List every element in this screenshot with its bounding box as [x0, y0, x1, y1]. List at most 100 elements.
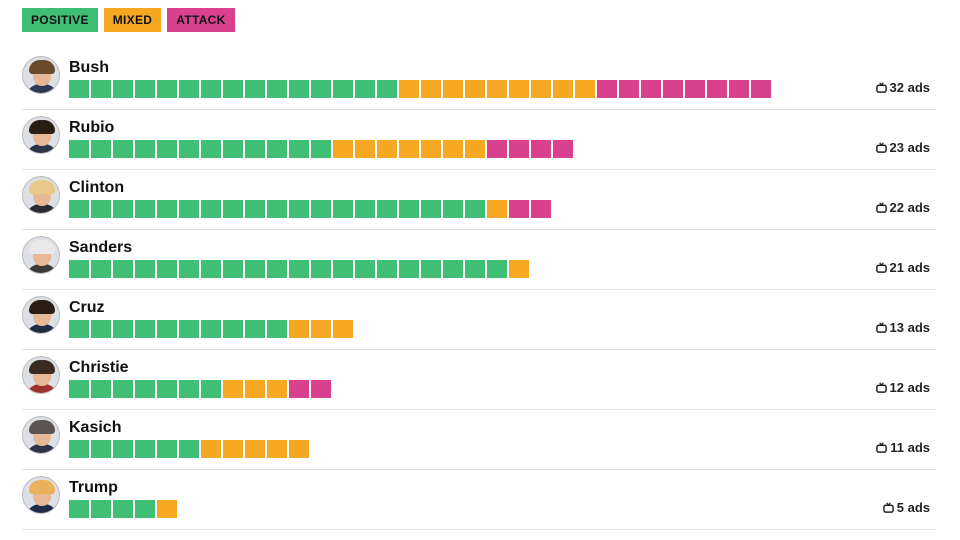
- ad-count: 11 ads: [876, 440, 930, 455]
- ad-square-positive: [201, 380, 221, 398]
- ad-square-positive: [201, 80, 221, 98]
- ad-bar: [69, 140, 575, 158]
- ad-bar: [69, 380, 333, 398]
- ad-square-positive: [377, 80, 397, 98]
- ad-square-positive: [113, 500, 133, 518]
- ad-square-attack: [487, 140, 507, 158]
- candidate-avatar: [22, 176, 60, 214]
- candidate-name: Kasich: [69, 419, 122, 436]
- ad-square-positive: [135, 200, 155, 218]
- ad-square-mixed: [157, 500, 177, 518]
- ad-square-positive: [465, 200, 485, 218]
- ad-square-positive: [245, 320, 265, 338]
- ad-square-positive: [311, 140, 331, 158]
- ad-square-positive: [333, 260, 353, 278]
- tv-icon: [875, 142, 887, 153]
- legend-attack: ATTACK: [167, 8, 235, 32]
- ad-square-attack: [289, 380, 309, 398]
- ad-square-positive: [113, 440, 133, 458]
- ad-square-positive: [355, 260, 375, 278]
- ad-square-mixed: [443, 80, 463, 98]
- ad-square-positive: [201, 320, 221, 338]
- ad-square-positive: [113, 380, 133, 398]
- ad-square-positive: [267, 140, 287, 158]
- ad-count-label: 21 ads: [889, 260, 930, 275]
- candidate-avatar: [22, 416, 60, 454]
- ad-square-mixed: [267, 380, 287, 398]
- legend-mixed: MIXED: [103, 8, 162, 32]
- ad-square-positive: [421, 260, 441, 278]
- ad-square-positive: [311, 260, 331, 278]
- ad-square-positive: [69, 440, 89, 458]
- ad-square-positive: [267, 80, 287, 98]
- ad-bar: [69, 80, 773, 98]
- ad-count: 13 ads: [875, 320, 930, 335]
- ad-square-mixed: [575, 80, 595, 98]
- ad-square-positive: [179, 380, 199, 398]
- ad-square-mixed: [201, 440, 221, 458]
- ad-square-mixed: [487, 80, 507, 98]
- ad-square-positive: [399, 200, 419, 218]
- ad-square-positive: [245, 260, 265, 278]
- ad-square-attack: [531, 200, 551, 218]
- ad-square-positive: [157, 440, 177, 458]
- ad-square-positive: [135, 320, 155, 338]
- ad-square-mixed: [509, 260, 529, 278]
- candidate-avatar: [22, 56, 60, 94]
- ad-square-attack: [707, 80, 727, 98]
- candidate-name: Cruz: [69, 299, 105, 316]
- ad-square-positive: [135, 380, 155, 398]
- ad-square-positive: [399, 260, 419, 278]
- ad-square-positive: [69, 320, 89, 338]
- candidate-name: Sanders: [69, 239, 133, 256]
- legend-positive: POSITIVE: [22, 8, 98, 32]
- ad-square-positive: [113, 140, 133, 158]
- ad-count-label: 22 ads: [889, 200, 930, 215]
- ad-count-label: 13 ads: [889, 320, 930, 335]
- ad-square-mixed: [531, 80, 551, 98]
- ad-square-positive: [201, 140, 221, 158]
- ad-square-positive: [201, 260, 221, 278]
- ad-square-positive: [377, 260, 397, 278]
- ad-square-positive: [91, 500, 111, 518]
- ad-count: 22 ads: [875, 200, 930, 215]
- ad-square-positive: [91, 140, 111, 158]
- ad-square-positive: [355, 200, 375, 218]
- ad-square-positive: [179, 200, 199, 218]
- ad-square-mixed: [355, 140, 375, 158]
- ad-square-attack: [311, 380, 331, 398]
- ad-square-positive: [245, 80, 265, 98]
- ad-square-positive: [135, 140, 155, 158]
- ad-square-positive: [223, 80, 243, 98]
- ad-bar: [69, 320, 355, 338]
- ad-square-positive: [69, 260, 89, 278]
- ad-count-label: 5 ads: [896, 500, 930, 515]
- ad-square-positive: [157, 260, 177, 278]
- ad-square-positive: [157, 200, 177, 218]
- ad-square-mixed: [223, 380, 243, 398]
- ad-square-positive: [267, 320, 287, 338]
- ad-count-label: 11 ads: [890, 440, 930, 455]
- ad-count-label: 32 ads: [889, 80, 930, 95]
- ad-square-positive: [113, 200, 133, 218]
- ad-square-mixed: [245, 440, 265, 458]
- ad-square-positive: [289, 80, 309, 98]
- tv-icon: [876, 442, 888, 453]
- ad-square-positive: [91, 440, 111, 458]
- candidate-row: Cruz 13 ads: [22, 290, 936, 350]
- ad-square-positive: [69, 80, 89, 98]
- ad-square-attack: [663, 80, 683, 98]
- candidate-name: Rubio: [69, 119, 115, 136]
- ad-square-positive: [289, 200, 309, 218]
- ad-square-mixed: [245, 380, 265, 398]
- ad-square-mixed: [487, 200, 507, 218]
- candidate-avatar: [22, 236, 60, 274]
- ad-square-positive: [179, 140, 199, 158]
- ad-square-positive: [289, 260, 309, 278]
- tv-icon: [875, 202, 887, 213]
- ad-square-positive: [69, 500, 89, 518]
- ad-count: 23 ads: [875, 140, 930, 155]
- ad-square-positive: [201, 200, 221, 218]
- ad-square-positive: [377, 200, 397, 218]
- ad-square-attack: [509, 140, 529, 158]
